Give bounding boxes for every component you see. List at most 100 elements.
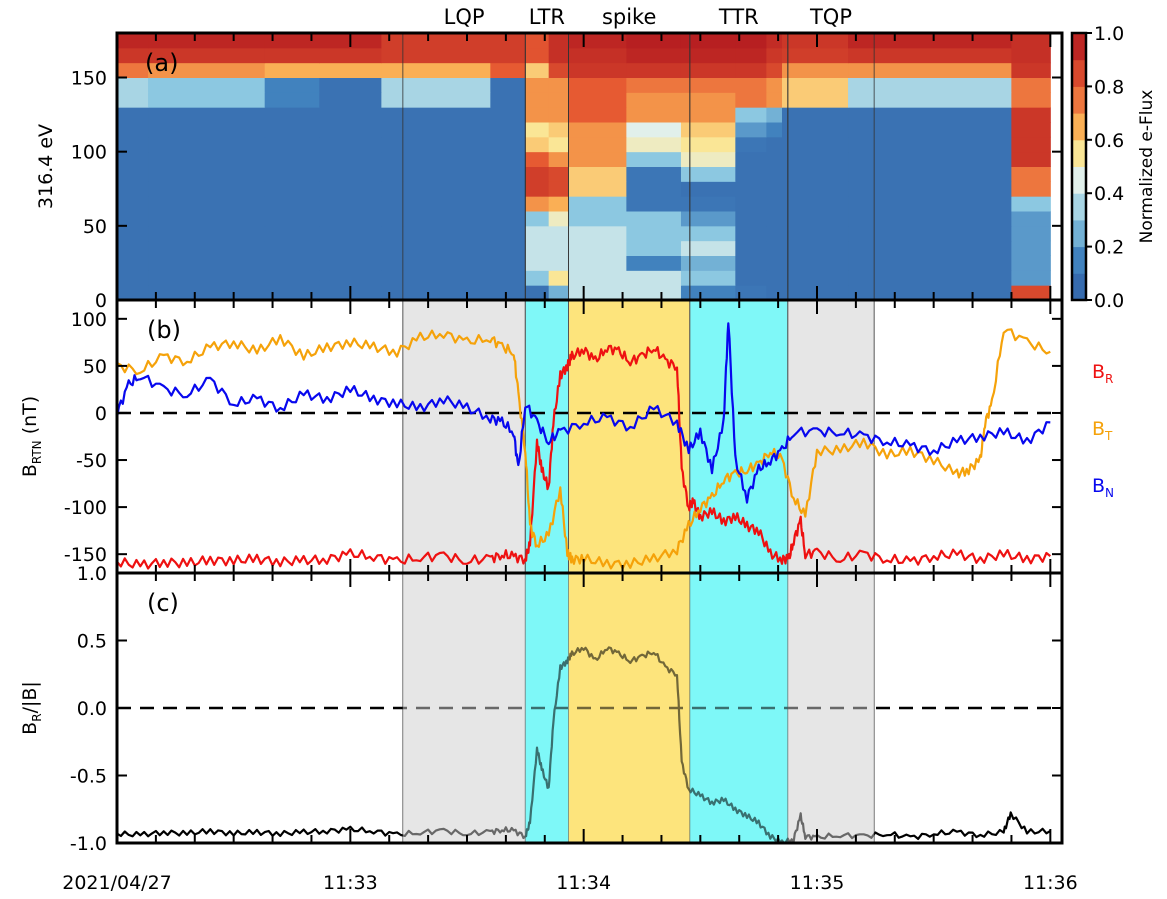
heatmap-cell: [381, 62, 491, 78]
y-tick-label: 0: [95, 403, 107, 425]
y-tick-label: 100: [71, 142, 107, 164]
x-tick-label: 11:33: [323, 872, 378, 894]
heatmap-cell: [626, 136, 682, 153]
colorbar-tick-label: 0.4: [1094, 183, 1124, 205]
heatmap-cell: [1011, 47, 1051, 64]
heatmap-cell: [117, 33, 149, 49]
heatmap-cell: [490, 47, 526, 64]
heatmap-cell: [782, 240, 849, 256]
heatmap-cell: [117, 136, 149, 153]
heatmap-cell: [264, 285, 320, 301]
heatmap-cell: [490, 151, 526, 167]
y-tick-label: -1.0: [70, 833, 107, 855]
heatmap-cell: [548, 107, 569, 123]
heatmap-cell: [319, 255, 382, 271]
heatmap-cell: [766, 255, 783, 271]
heatmap-cell: [148, 47, 266, 64]
heatmap-cell: [381, 33, 491, 49]
heatmap-cell: [381, 107, 491, 123]
colorbar-segment: [1072, 113, 1086, 141]
heatmap-cell: [782, 136, 849, 153]
heatmap-cell: [525, 181, 550, 197]
heatmap-cell: [264, 255, 320, 271]
colorbar-segment: [1072, 166, 1086, 194]
region-label: LQP: [444, 5, 485, 29]
heatmap-cell: [626, 240, 682, 256]
heatmap-cell: [490, 77, 526, 93]
y-tick-label: -150: [64, 544, 107, 566]
heatmap-cell: [680, 136, 736, 153]
heatmap-cell: [264, 196, 320, 212]
heatmap-cell: [117, 166, 149, 182]
heatmap-cell: [548, 255, 569, 271]
heatmap-cell: [735, 33, 767, 49]
colorbar-frame: [1070, 31, 1088, 302]
heatmap-cell: [148, 240, 266, 256]
heatmap-cell: [1011, 77, 1051, 93]
heatmap-cell: [490, 166, 526, 182]
heatmap-cell: [568, 107, 627, 123]
heatmap-cell: [490, 225, 526, 242]
heatmap-cell: [568, 255, 627, 271]
heatmap-cell: [1011, 151, 1051, 167]
heatmap-cell: [117, 255, 149, 271]
legend-entry: BT: [1092, 418, 1113, 443]
legend-main: B: [1092, 418, 1105, 440]
heatmap-cell: [626, 270, 682, 286]
heatmap-cell: [680, 255, 736, 271]
region-tint: [402, 573, 526, 843]
panel-label: (c): [147, 589, 179, 617]
heatmap-cell: [1011, 285, 1051, 301]
y-tick-label: 0: [95, 290, 107, 312]
heatmap-cell: [117, 77, 149, 93]
heatmap-cell: [381, 122, 491, 138]
heatmap-cell: [319, 92, 382, 108]
heatmap-cell: [848, 122, 1012, 138]
heatmap-cell: [766, 181, 783, 197]
heatmap-cell: [680, 92, 736, 108]
x-tick-label: 11:36: [1023, 872, 1078, 894]
heatmap-cell: [525, 270, 550, 286]
heatmap-cell: [381, 270, 491, 286]
heatmap-cell: [782, 33, 849, 49]
heatmap-cell: [117, 285, 149, 301]
heatmap-cell: [381, 240, 491, 256]
heatmap-cell: [626, 47, 682, 64]
heatmap-cell: [1011, 33, 1051, 49]
heatmap-cell: [568, 136, 627, 153]
heatmap-cell: [264, 211, 320, 227]
heatmap-cell: [766, 285, 783, 301]
heatmap-cell: [381, 136, 491, 153]
heatmap-cell: [680, 285, 736, 301]
heatmap-cell: [626, 225, 682, 242]
region-shade: [402, 300, 526, 573]
heatmap-cell: [626, 33, 682, 49]
heatmap-cell: [735, 62, 767, 78]
heatmap-cell: [766, 225, 783, 242]
heatmap-cell: [148, 225, 266, 242]
heatmap-cell: [782, 47, 849, 64]
heatmap-cell: [490, 181, 526, 197]
heatmap-cell: [1011, 136, 1051, 153]
region-label: TQP: [809, 5, 852, 29]
heatmap-cell: [766, 107, 783, 123]
heatmap-cell: [782, 107, 849, 123]
heatmap-cell: [319, 166, 382, 182]
heatmap-cell: [568, 285, 627, 301]
heatmap-cell: [848, 166, 1012, 182]
y-label-unit: /|B|: [19, 681, 41, 713]
heatmap-cell: [264, 122, 320, 138]
heatmap-cell: [525, 62, 550, 78]
heatmap-cell: [117, 181, 149, 197]
heatmap-cell: [782, 225, 849, 242]
heatmap-cell: [735, 225, 767, 242]
region-labels: LQP LTR spike TTR TQP: [444, 5, 852, 29]
heatmap-cell: [680, 270, 736, 286]
heatmap-cell: [568, 62, 627, 78]
legend-main: B: [1092, 361, 1105, 383]
y-tick-label: 100: [71, 309, 107, 331]
heatmap-cell: [1011, 240, 1051, 256]
colorbar-segment: [1072, 273, 1086, 301]
heatmap-cell: [117, 196, 149, 212]
heatmap-cell: [568, 211, 627, 227]
